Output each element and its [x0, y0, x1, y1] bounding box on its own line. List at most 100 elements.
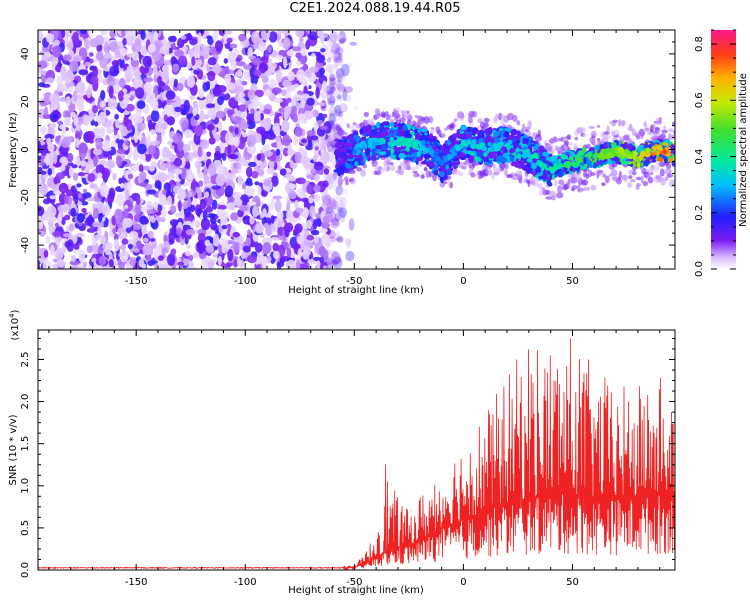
spectrogram-cell: [78, 142, 88, 154]
spectrogram-cell: [153, 201, 158, 211]
spectrogram-cell: [346, 123, 350, 129]
spectrogram-cell: [273, 98, 284, 104]
spectrogram-cell: [596, 124, 601, 128]
spectrogram-cell: [332, 257, 343, 269]
spectrogram-cell: [331, 31, 341, 42]
spectrogram-cell: [271, 175, 279, 187]
spectrogram-cell: [261, 55, 269, 65]
spectrogram-cell: [185, 229, 196, 236]
spectrogram-cell: [336, 83, 345, 90]
spectrogram-cell: [58, 84, 68, 90]
spectrogram-cell: [479, 121, 486, 129]
spectrogram-cell: [640, 175, 644, 183]
spectrogram-cell: [113, 83, 119, 91]
spectrogram-cell: [322, 113, 328, 119]
spectrogram-cell: [324, 258, 334, 269]
spectrogram-cell: [235, 79, 240, 86]
spectrogram-cell: [233, 258, 238, 268]
spectrogram-cell: [323, 168, 330, 175]
spectrogram-cell: [331, 95, 339, 101]
spectrogram-cell: [132, 148, 139, 161]
spectrogram-cell: [306, 234, 315, 241]
spectrogram-cell: [147, 144, 156, 155]
spectrogram-cell: [515, 170, 522, 175]
spectrogram-cell: [226, 37, 233, 44]
spectrogram-cell: [57, 212, 63, 223]
spectrogram-cell: [260, 233, 265, 239]
spectrogram-cell: [316, 260, 321, 268]
spectrogram-cell: [128, 231, 139, 239]
spectrogram-cell: [260, 153, 266, 162]
spectrogram-cell: [299, 263, 309, 269]
spectrogram-cell: [374, 166, 379, 172]
spectrogram-cell: [133, 134, 144, 140]
spectrogram-cell: [220, 214, 228, 228]
spectrogram-cell: [570, 177, 578, 184]
spectrogram-cell: [132, 223, 142, 231]
spectrogram-cell: [385, 111, 389, 116]
spectrogram-cell: [208, 162, 217, 176]
spectrogram-cell: [95, 138, 103, 150]
spectrogram-cell: [444, 127, 448, 132]
spectrogram-cell: [198, 97, 205, 110]
spectrogram-cell: [274, 199, 282, 213]
spectrogram-cell: [82, 261, 87, 268]
spectrogram-cell: [109, 65, 120, 77]
spectrogram-cell: [127, 243, 133, 250]
spectrogram-cell: [299, 37, 304, 43]
spectrogram-cell: [268, 31, 278, 43]
spectrogram-cell: [329, 31, 338, 44]
spectrogram-cell: [187, 49, 195, 56]
chart-title: C2E1.2024.088.19.44.R05: [289, 1, 461, 16]
spectrogram-cell: [51, 113, 59, 120]
spectrogram-cell: [69, 60, 79, 72]
spectrogram-cell: [231, 168, 239, 174]
spectrogram-cell: [259, 158, 267, 170]
spectrogram-cell: [202, 209, 208, 222]
spectrogram-cell: [167, 171, 174, 179]
spectrogram-cell: [504, 163, 509, 170]
spectrogram-cell: [38, 30, 43, 34]
spectrogram-cell: [302, 93, 310, 99]
spectrogram-cell: [208, 260, 214, 269]
spectrogram-cell: [493, 171, 500, 176]
spectrogram-cell: [193, 43, 201, 56]
spectrogram-cell: [335, 69, 343, 81]
spectrogram-cell: [210, 221, 218, 231]
spectrogram-cell: [87, 173, 96, 182]
spectrogram-cell: [286, 259, 297, 269]
spectrogram-cell: [331, 55, 341, 60]
spectrogram-cell: [104, 245, 111, 256]
spectrogram-cell: [38, 60, 48, 69]
spectrogram-cell: [485, 120, 489, 128]
spectrogram-cell: [385, 114, 391, 121]
spectrogram-cell: [397, 165, 402, 171]
spectrogram-cell: [53, 258, 59, 263]
spectrogram-cell: [331, 217, 339, 227]
spectrogram-cell: [173, 106, 182, 113]
spectrogram-cell: [313, 184, 321, 193]
spectrogram-cell: [390, 165, 396, 172]
spectrogram-cell: [238, 33, 247, 42]
spectrogram-cell: [203, 165, 208, 176]
spectrogram-cell: [93, 127, 100, 135]
spectrogram-cell: [206, 213, 216, 218]
spectrogram-cell: [318, 245, 327, 257]
spectrogram-cell: [238, 104, 247, 112]
spectrogram-cell: [207, 57, 217, 66]
spectrogram-cell: [658, 161, 666, 167]
spectrogram-cell: [319, 125, 329, 130]
spectrogram-cell: [423, 116, 430, 124]
spectrogram-cell: [544, 143, 549, 150]
spectrogram-cell: [338, 118, 347, 128]
spectrogram-cell: [93, 121, 99, 127]
spectrogram-cell: [45, 77, 55, 84]
spectrogram-cell: [163, 182, 171, 192]
spectrogram-cell: [98, 127, 105, 138]
spectrogram-cell: [329, 76, 337, 81]
spectrogram-cell: [221, 244, 228, 254]
spectrogram-cell: [433, 169, 439, 175]
spectrogram-cell: [663, 125, 667, 130]
spectrogram-cell: [236, 61, 246, 67]
spectrogram-cell: [300, 47, 307, 57]
